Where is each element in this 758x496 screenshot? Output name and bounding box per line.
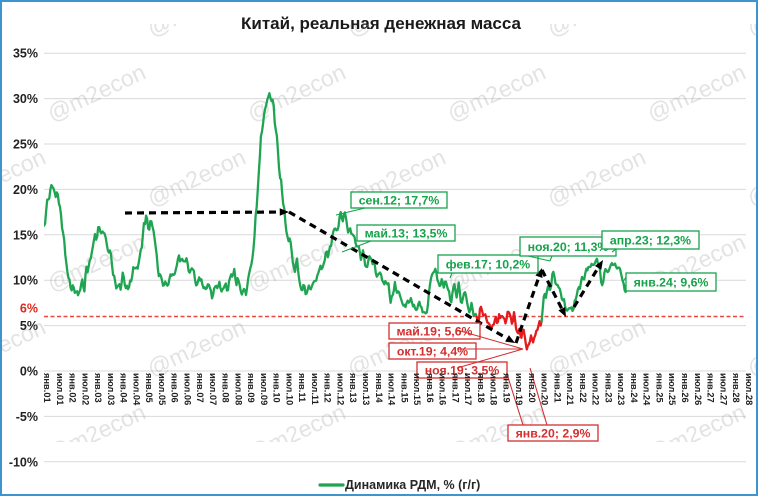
svg-text:июл.22: июл.22 [591,373,601,405]
svg-text:янв.17: янв.17 [450,373,460,403]
svg-text:сен.12; 17,7%: сен.12; 17,7% [359,193,440,207]
svg-text:@m2econ: @m2econ [343,2,449,42]
svg-text:янв.07: янв.07 [195,373,205,403]
svg-text:июл.25: июл.25 [667,373,677,405]
svg-text:янв.15: янв.15 [399,373,409,403]
svg-text:ноя.20; 11,3%: ноя.20; 11,3% [528,240,609,254]
svg-text:июл.04: июл.04 [131,373,141,406]
svg-text:@m2econ: @m2econ [143,2,249,42]
svg-text:янв.21: янв.21 [552,373,562,403]
svg-text:янв.03: янв.03 [93,373,103,403]
svg-text:янв.24: янв.24 [629,373,639,404]
svg-text:@m2econ: @m2econ [543,2,649,42]
svg-text:янв.14: янв.14 [374,373,384,404]
svg-text:июл.27: июл.27 [718,373,728,405]
svg-text:июл.13: июл.13 [361,373,371,405]
svg-text:июл.10: июл.10 [284,373,294,405]
svg-text:июл.11: июл.11 [310,373,320,405]
svg-text:июл.18: июл.18 [489,373,499,405]
svg-text:@m2econ: @m2econ [643,399,749,467]
svg-text:@m2econ: @m2econ [743,144,758,212]
svg-text:@m2econ: @m2econ [143,144,249,212]
svg-text:@m2econ: @m2econ [243,399,349,467]
svg-text:июл.09: июл.09 [259,373,269,405]
svg-text:@m2econ: @m2econ [643,59,749,127]
svg-text:июл.05: июл.05 [157,373,167,405]
svg-text:-5%: -5% [16,410,38,424]
svg-text:янв.26: янв.26 [680,373,690,403]
svg-text:июл.21: июл.21 [565,373,575,405]
svg-text:июл.16: июл.16 [438,373,448,405]
svg-text:июл.15: июл.15 [412,373,422,405]
svg-text:янв.01: янв.01 [42,373,52,403]
svg-text:окт.19; 4,4%: окт.19; 4,4% [397,344,468,358]
svg-text:янв.27: янв.27 [706,373,716,403]
svg-text:июл.07: июл.07 [208,373,218,405]
svg-text:@m2econ: @m2econ [43,59,149,127]
svg-text:@m2econ: @m2econ [2,484,49,496]
svg-text:июл.12: июл.12 [335,373,345,405]
svg-text:@m2econ: @m2econ [543,484,649,496]
svg-text:янв.02: янв.02 [68,373,78,403]
svg-text:янв.28: янв.28 [731,373,741,403]
svg-text:июл.20: июл.20 [540,373,550,405]
svg-text:янв.08: янв.08 [221,373,231,403]
svg-text:20%: 20% [13,183,38,197]
svg-text:янв.23: янв.23 [603,373,613,403]
svg-text:@m2econ: @m2econ [43,399,149,467]
svg-text:янв.10: янв.10 [272,373,282,403]
svg-text:30%: 30% [13,92,38,106]
svg-text:@m2econ: @m2econ [2,2,49,42]
svg-text:июл.19: июл.19 [514,373,524,405]
svg-text:янв.18: янв.18 [476,373,486,403]
svg-text:янв.09: янв.09 [246,373,256,403]
svg-text:@m2econ: @m2econ [743,484,758,496]
svg-text:май.13; 13,5%: май.13; 13,5% [365,226,448,240]
svg-text:янв.19: янв.19 [501,373,511,403]
svg-text:июл.08: июл.08 [233,373,243,405]
svg-text:июл.17: июл.17 [463,373,473,405]
svg-text:апр.23; 12,3%: апр.23; 12,3% [610,233,691,247]
svg-text:6%: 6% [20,302,38,316]
svg-text:@m2econ: @m2econ [2,144,49,212]
svg-text:янв.13: янв.13 [348,373,358,403]
svg-text:@m2econ: @m2econ [243,59,349,127]
svg-text:янв.11: янв.11 [297,373,307,402]
svg-text:-10%: -10% [9,455,38,469]
svg-text:янв.16: янв.16 [425,373,435,403]
svg-text:янв.24; 9,6%: янв.24; 9,6% [634,275,709,289]
svg-text:@m2econ: @m2econ [743,2,758,42]
svg-text:0%: 0% [20,365,38,379]
svg-text:янв.25: янв.25 [654,373,664,403]
svg-text:июл.28: июл.28 [744,373,754,405]
svg-text:июл.01: июл.01 [55,373,65,405]
svg-text:янв.12: янв.12 [323,373,333,403]
svg-text:35%: 35% [13,47,38,61]
svg-text:@m2econ: @m2econ [543,144,649,212]
svg-text:янв.05: янв.05 [144,373,154,403]
svg-text:июл.14: июл.14 [387,373,397,406]
svg-text:июл.26: июл.26 [693,373,703,405]
svg-text:янв.20: янв.20 [527,373,537,403]
svg-text:ноя.19; 3,5%: ноя.19; 3,5% [425,363,500,377]
svg-text:янв.22: янв.22 [578,373,588,403]
svg-text:15%: 15% [13,228,38,242]
svg-text:янв.04: янв.04 [119,373,129,404]
svg-text:янв.06: янв.06 [170,373,180,403]
svg-text:янв.20; 2,9%: янв.20; 2,9% [516,426,591,440]
svg-text:@m2econ: @m2econ [443,59,549,127]
svg-text:фев.17; 10,2%: фев.17; 10,2% [446,257,531,271]
svg-text:@m2econ: @m2econ [143,484,249,496]
svg-text:июл.23: июл.23 [616,373,626,405]
svg-text:10%: 10% [13,274,38,288]
svg-text:июл.06: июл.06 [182,373,192,405]
svg-text:июл.03: июл.03 [106,373,116,405]
svg-text:Динамика РДМ, % (г/г): Динамика РДМ, % (г/г) [345,478,480,492]
svg-text:июл.02: июл.02 [80,373,90,405]
svg-text:июл.24: июл.24 [642,373,652,406]
